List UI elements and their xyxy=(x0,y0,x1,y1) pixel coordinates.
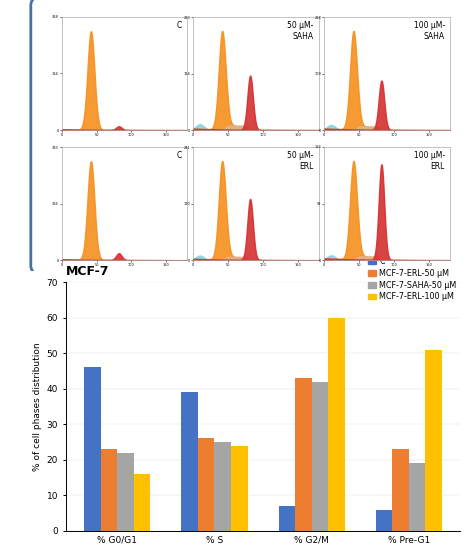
Text: MCF-7: MCF-7 xyxy=(66,265,110,278)
Bar xyxy=(425,349,442,531)
Bar xyxy=(328,317,345,531)
Text: C: C xyxy=(177,22,182,30)
Bar xyxy=(214,442,231,531)
Text: MCF-7: MCF-7 xyxy=(20,116,30,155)
Text: 100 μM-
ERL: 100 μM- ERL xyxy=(414,152,445,171)
Bar xyxy=(198,439,214,531)
Y-axis label: % of cell phases distribution: % of cell phases distribution xyxy=(33,342,42,471)
Bar xyxy=(376,509,392,531)
Bar xyxy=(182,392,198,531)
Text: 100 μM-
SAHA: 100 μM- SAHA xyxy=(414,22,445,41)
Bar xyxy=(134,474,150,531)
Text: 50 μM-
ERL: 50 μM- ERL xyxy=(287,152,313,171)
Bar xyxy=(84,367,101,531)
Bar xyxy=(409,463,425,531)
Bar xyxy=(279,506,295,531)
Bar xyxy=(295,378,312,531)
Bar xyxy=(312,382,328,531)
Text: 50 μM-
SAHA: 50 μM- SAHA xyxy=(287,22,313,41)
Bar xyxy=(101,449,117,531)
Legend: C, MCF-7-ERL-50 μM, MCF-7-SAHA-50 μM, MCF-7-ERL-100 μM: C, MCF-7-ERL-50 μM, MCF-7-SAHA-50 μM, MC… xyxy=(365,254,460,305)
Bar xyxy=(231,446,247,531)
Text: C: C xyxy=(177,152,182,160)
FancyBboxPatch shape xyxy=(31,0,474,276)
Bar xyxy=(117,453,134,531)
Bar xyxy=(392,449,409,531)
